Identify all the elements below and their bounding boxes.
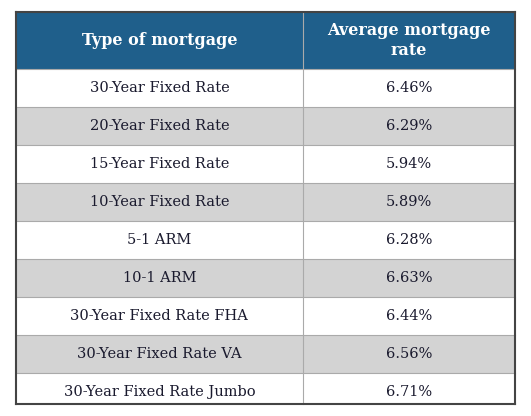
Text: Type of mortgage: Type of mortgage <box>82 32 237 49</box>
FancyBboxPatch shape <box>303 183 515 221</box>
Text: 30-Year Fixed Rate: 30-Year Fixed Rate <box>90 81 229 95</box>
FancyBboxPatch shape <box>16 106 303 145</box>
FancyBboxPatch shape <box>303 69 515 106</box>
FancyBboxPatch shape <box>16 145 303 183</box>
FancyBboxPatch shape <box>16 12 303 69</box>
Text: 6.71%: 6.71% <box>386 385 432 399</box>
FancyBboxPatch shape <box>303 221 515 259</box>
FancyBboxPatch shape <box>303 297 515 335</box>
Text: 20-Year Fixed Rate: 20-Year Fixed Rate <box>90 119 229 133</box>
Text: 6.44%: 6.44% <box>386 309 432 323</box>
FancyBboxPatch shape <box>303 106 515 145</box>
FancyBboxPatch shape <box>16 297 303 335</box>
Text: 5-1 ARM: 5-1 ARM <box>127 233 192 247</box>
FancyBboxPatch shape <box>16 221 303 259</box>
FancyBboxPatch shape <box>16 373 303 411</box>
Text: 6.29%: 6.29% <box>386 119 432 133</box>
FancyBboxPatch shape <box>16 259 303 297</box>
FancyBboxPatch shape <box>16 183 303 221</box>
Text: 6.63%: 6.63% <box>386 271 432 285</box>
FancyBboxPatch shape <box>303 373 515 411</box>
Text: 5.89%: 5.89% <box>386 195 432 209</box>
FancyBboxPatch shape <box>303 259 515 297</box>
FancyBboxPatch shape <box>16 335 303 373</box>
FancyBboxPatch shape <box>303 335 515 373</box>
Text: 30-Year Fixed Rate Jumbo: 30-Year Fixed Rate Jumbo <box>64 385 255 399</box>
FancyBboxPatch shape <box>303 12 515 69</box>
Text: 15-Year Fixed Rate: 15-Year Fixed Rate <box>90 157 229 171</box>
Text: 10-1 ARM: 10-1 ARM <box>123 271 196 285</box>
Text: Average mortgage
rate: Average mortgage rate <box>327 22 491 59</box>
Text: 10-Year Fixed Rate: 10-Year Fixed Rate <box>90 195 229 209</box>
Text: 5.94%: 5.94% <box>386 157 432 171</box>
FancyBboxPatch shape <box>16 69 303 106</box>
Text: 6.46%: 6.46% <box>386 81 432 95</box>
Text: 30-Year Fixed Rate VA: 30-Year Fixed Rate VA <box>77 347 242 361</box>
Text: 30-Year Fixed Rate FHA: 30-Year Fixed Rate FHA <box>71 309 249 323</box>
Text: 6.56%: 6.56% <box>386 347 432 361</box>
Text: 6.28%: 6.28% <box>386 233 432 247</box>
FancyBboxPatch shape <box>303 145 515 183</box>
